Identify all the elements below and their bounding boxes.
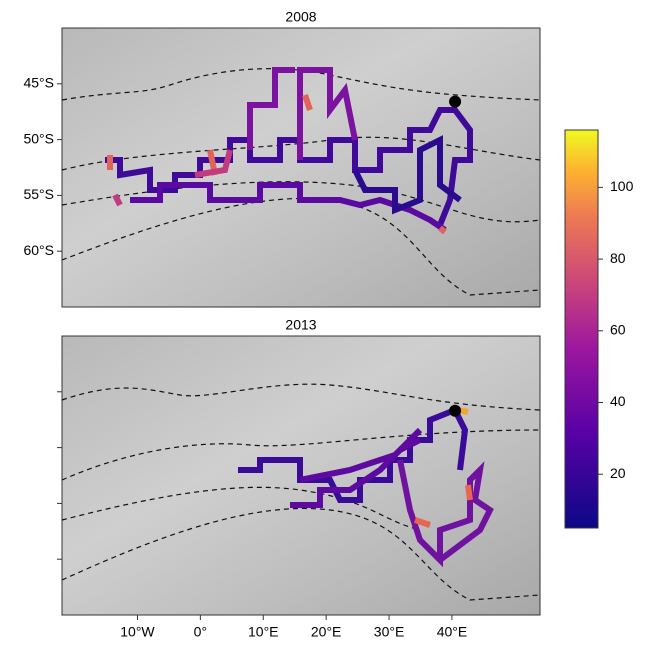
- colorbar-tick-label: 20: [610, 465, 626, 481]
- front-line: [61, 136, 541, 171]
- y-tick-label: 60°S: [23, 242, 54, 258]
- colorbar-tick-label: 100: [610, 178, 634, 194]
- x-tick-label: 30°E: [374, 624, 405, 640]
- front-line: [61, 429, 541, 481]
- panel-title: 2013: [285, 317, 316, 333]
- front-line: [61, 181, 541, 223]
- panel-title: 2008: [285, 9, 316, 25]
- colorbar-tick-label: 40: [610, 393, 626, 409]
- track: [105, 67, 473, 235]
- x-tick-label: 10°E: [248, 624, 279, 640]
- colorbar: [564, 129, 599, 529]
- y-tick-label: 50°S: [23, 130, 54, 146]
- map-panel: 2008: [61, 9, 541, 308]
- x-tick-label: 10°W: [120, 624, 155, 640]
- front-line: [61, 68, 541, 101]
- x-tick-label: 40°E: [437, 624, 468, 640]
- front-line: [61, 383, 541, 411]
- colorbar-tick-label: 60: [610, 321, 626, 337]
- x-tick-label: 0°: [194, 624, 207, 640]
- front-line: [61, 507, 541, 601]
- track: [238, 406, 494, 568]
- y-tick-label: 55°S: [23, 186, 54, 202]
- colorbar-tick-label: 80: [610, 250, 626, 266]
- map-panel: 2013: [61, 317, 541, 616]
- front-line: [61, 486, 421, 531]
- colony: [449, 404, 462, 417]
- x-tick-label: 20°E: [311, 624, 342, 640]
- y-tick-label: 45°S: [23, 75, 54, 91]
- colony: [449, 95, 462, 108]
- front-line: [61, 197, 541, 296]
